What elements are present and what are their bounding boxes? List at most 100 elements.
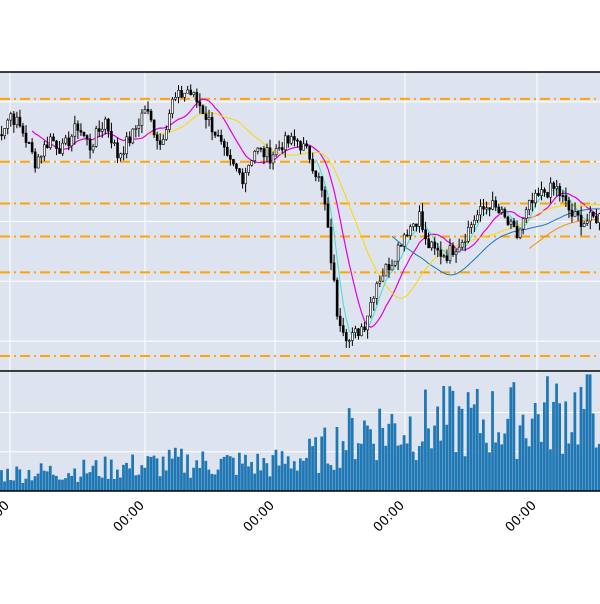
volume-bar [36, 473, 40, 491]
volume-bar [180, 448, 183, 491]
volume-bar [42, 470, 46, 491]
candle-body [329, 226, 333, 264]
candle-body [104, 118, 107, 130]
volume-bar [491, 391, 494, 491]
volume-bar [399, 444, 403, 491]
volume-bar [573, 392, 577, 491]
volume-bar [543, 402, 546, 491]
candle-body [88, 138, 92, 151]
candle-body [317, 176, 321, 178]
volume-bar [396, 445, 400, 491]
volume-bar [546, 376, 549, 491]
volume-bar [103, 456, 107, 491]
candle-body [116, 142, 119, 159]
candle-body [384, 264, 388, 277]
candle-body [52, 136, 55, 142]
candle-body [277, 147, 281, 149]
volume-bar [207, 469, 211, 491]
volume-bar [454, 452, 458, 491]
volume-bar [271, 455, 275, 491]
candle-body [137, 124, 141, 129]
candle-body [168, 113, 171, 130]
candle-body [442, 255, 446, 258]
candle-body [576, 210, 580, 216]
candle-body [33, 151, 37, 169]
volume-bar [119, 477, 122, 491]
volume-bar [192, 467, 195, 491]
volume-bar [356, 443, 360, 491]
candle-body [131, 128, 135, 144]
candle-body [534, 192, 537, 204]
volume-bar [30, 480, 34, 491]
volume-bar [323, 427, 327, 491]
volume-bar [466, 392, 470, 491]
candle-body [177, 90, 180, 98]
candle-body [290, 136, 293, 144]
volume-bar [594, 447, 598, 491]
volume-bar [231, 457, 235, 491]
candle-body [588, 211, 592, 222]
volume-bar [125, 462, 128, 491]
volume-bar [201, 451, 205, 491]
candle-body [192, 92, 196, 95]
candle-body [128, 136, 132, 144]
candle-body [125, 136, 128, 154]
candle-body [320, 176, 324, 191]
volume-bar [299, 458, 302, 491]
candle-body [567, 200, 571, 211]
candle-body [338, 315, 342, 326]
volume-bar [451, 390, 455, 491]
candle-body [512, 220, 516, 227]
candle-body [134, 128, 138, 130]
x-tick-label: 00:00 [111, 498, 148, 535]
x-tick-label: 00:00 [241, 498, 278, 535]
candle-body [579, 214, 583, 228]
candle-body [30, 142, 34, 153]
volume-bar [579, 386, 583, 491]
volume-bar [222, 456, 226, 491]
volume-bar [238, 452, 241, 491]
candle-body [229, 155, 232, 160]
volume-bar [116, 469, 119, 491]
volume-bar [329, 465, 333, 491]
candle-body [149, 110, 153, 121]
candle-body [161, 139, 165, 145]
candle-body [491, 200, 494, 210]
candle-body [344, 332, 348, 342]
volume-bar [430, 448, 433, 491]
volume-bar [27, 469, 31, 491]
candle-body [402, 234, 406, 247]
volume-bar [76, 481, 80, 491]
candle-body [146, 109, 150, 112]
volume-bar [591, 413, 595, 491]
candle-body [171, 98, 174, 114]
volume-bar [265, 463, 269, 491]
candle-body [341, 325, 345, 333]
candle-body [73, 123, 77, 137]
candle-body [293, 136, 296, 141]
volume-bar [393, 423, 397, 491]
candle-body [381, 275, 385, 282]
candle-body [531, 200, 534, 204]
candle-body [585, 220, 589, 224]
volume-bar [515, 458, 519, 491]
candle-body [421, 211, 424, 231]
volume-bar [61, 479, 64, 491]
volume-bar [183, 472, 186, 491]
volume-bar [79, 476, 83, 491]
volume-bar [155, 458, 159, 491]
candle-body [3, 128, 6, 137]
volume-bar [564, 401, 568, 491]
candle-body [546, 192, 549, 198]
volume-bar [195, 460, 199, 491]
candle-body [558, 186, 562, 196]
candle-body [387, 264, 391, 271]
volume-bar [51, 474, 55, 491]
candle-body [183, 92, 186, 98]
candle-body [473, 220, 476, 225]
volume-bar [588, 374, 592, 491]
volume-bar [320, 436, 324, 491]
volume-bar [375, 460, 378, 491]
candle-body [357, 328, 360, 336]
